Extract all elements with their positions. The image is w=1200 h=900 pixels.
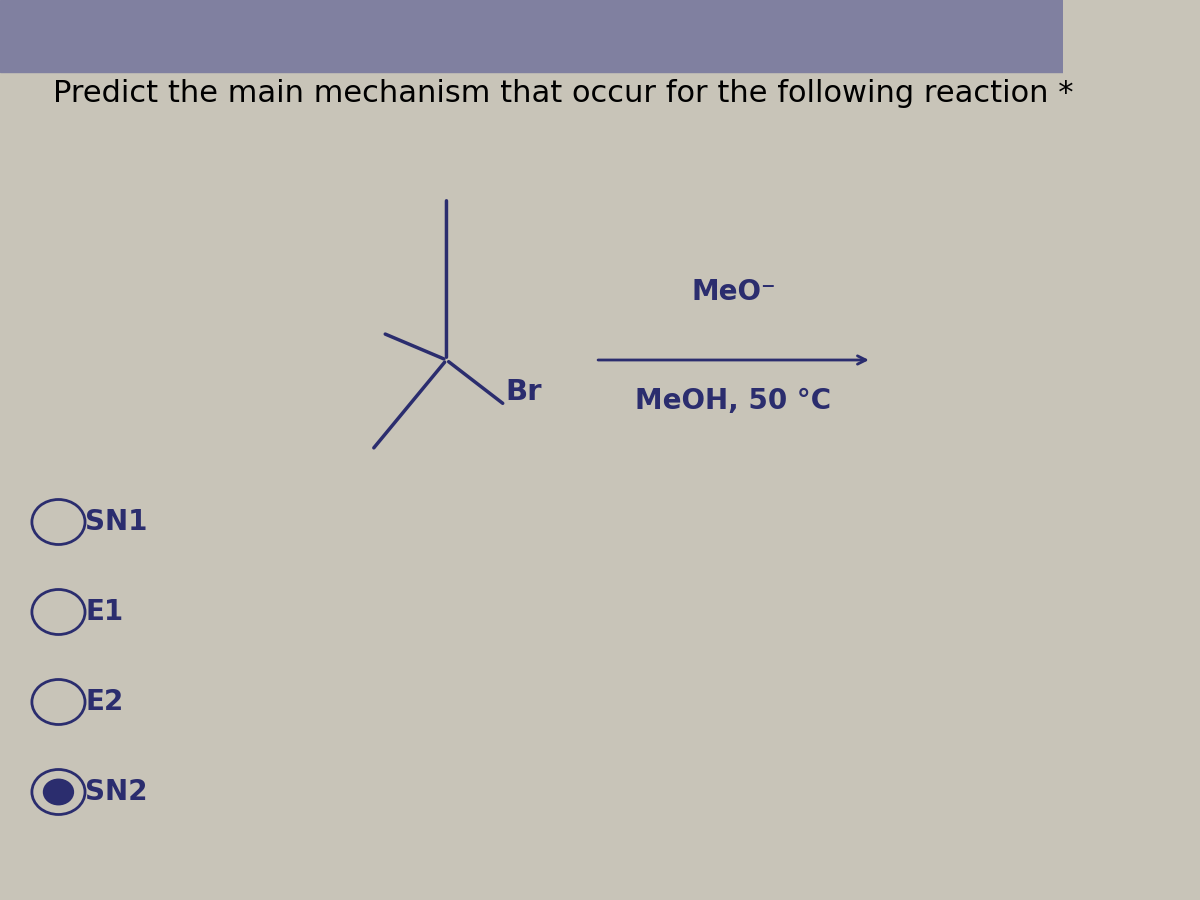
Text: Br: Br (505, 377, 541, 406)
Text: E1: E1 (85, 598, 124, 626)
Text: SN2: SN2 (85, 778, 148, 806)
Text: Predict the main mechanism that occur for the following reaction *: Predict the main mechanism that occur fo… (53, 79, 1074, 108)
Circle shape (44, 779, 73, 805)
Text: E2: E2 (85, 688, 124, 716)
Text: MeOH, 50 °C: MeOH, 50 °C (636, 387, 832, 415)
Text: MeO⁻: MeO⁻ (691, 278, 775, 306)
Text: SN1: SN1 (85, 508, 148, 536)
Bar (0, 0, 1063, 72)
